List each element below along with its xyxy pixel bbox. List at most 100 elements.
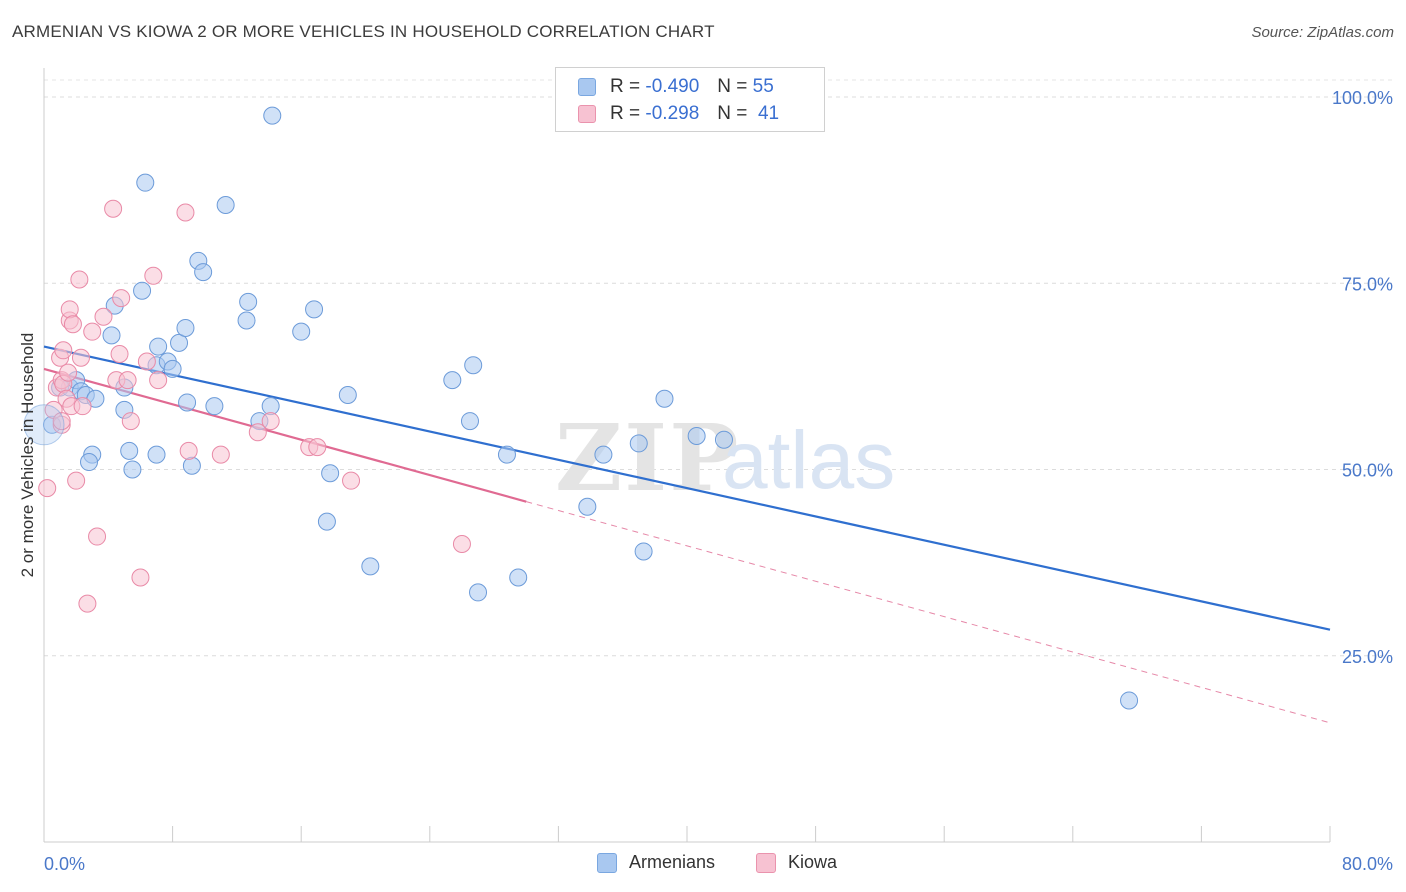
point-kiowa xyxy=(38,479,57,498)
point-armenians xyxy=(176,318,195,337)
point-kiowa xyxy=(60,300,79,319)
point-kiowa xyxy=(121,412,140,431)
correlation-legend: R = -0.490 N = 55 R = -0.298 N = 41 xyxy=(555,67,825,132)
legend-row-kiowa: R = -0.298 N = 41 xyxy=(578,101,779,127)
point-armenians xyxy=(292,322,311,341)
point-armenians xyxy=(578,497,597,516)
point-armenians xyxy=(443,371,462,390)
point-kiowa xyxy=(176,203,195,222)
x-tick-label: 0.0% xyxy=(44,854,85,874)
data-points xyxy=(23,106,1139,710)
y-tick-label: 25.0% xyxy=(1342,647,1393,667)
point-armenians xyxy=(80,453,99,472)
watermark-zip: ZIP xyxy=(555,404,740,512)
series-legend: Armenians Kiowa xyxy=(0,852,1406,878)
point-armenians xyxy=(321,464,340,483)
point-armenians xyxy=(305,300,324,319)
point-armenians xyxy=(361,557,380,576)
legend-r-value: -0.490 xyxy=(645,76,700,97)
legend-r-value: -0.298 xyxy=(645,103,700,124)
series-legend-kiowa[interactable]: Kiowa xyxy=(756,852,837,873)
legend-n-value: 55 xyxy=(752,76,774,97)
legend-r-label: R = xyxy=(610,76,641,97)
point-armenians xyxy=(629,434,648,453)
point-kiowa xyxy=(308,438,327,457)
trend-armenians xyxy=(43,345,1331,631)
grid-lines xyxy=(44,79,1392,657)
point-armenians xyxy=(163,359,182,378)
series-swatch-kiowa xyxy=(756,852,776,873)
series-legend-armenians[interactable]: Armenians xyxy=(597,852,715,873)
point-kiowa xyxy=(104,199,123,218)
legend-r-label: R = xyxy=(610,103,641,124)
point-armenians xyxy=(460,412,479,431)
point-kiowa xyxy=(137,352,156,371)
point-armenians xyxy=(216,196,235,215)
legend-n-label: N = xyxy=(717,103,748,124)
point-kiowa xyxy=(54,341,73,360)
point-kiowa xyxy=(211,445,230,464)
trend-lines xyxy=(43,345,1331,724)
axes xyxy=(43,68,1331,843)
legend-swatch-kiowa xyxy=(578,105,596,123)
y-tick-label: 50.0% xyxy=(1342,461,1393,481)
point-armenians xyxy=(317,512,336,531)
point-kiowa xyxy=(52,412,71,431)
point-kiowa xyxy=(179,441,198,460)
y-tick-label: 75.0% xyxy=(1342,274,1393,294)
point-armenians xyxy=(655,389,674,408)
point-armenians xyxy=(136,173,155,192)
point-kiowa xyxy=(73,397,92,416)
point-armenians xyxy=(239,292,258,311)
point-kiowa xyxy=(149,371,168,390)
point-kiowa xyxy=(131,568,150,587)
point-kiowa xyxy=(71,348,90,367)
point-armenians xyxy=(469,583,488,602)
point-kiowa xyxy=(110,345,129,364)
legend-swatch-armenians xyxy=(578,78,596,96)
point-kiowa xyxy=(83,322,102,341)
point-armenians xyxy=(1120,691,1139,710)
point-armenians xyxy=(120,441,139,460)
point-kiowa xyxy=(248,423,267,442)
point-armenians xyxy=(263,106,282,125)
series-label-kiowa: Kiowa xyxy=(788,852,838,872)
point-armenians xyxy=(464,356,483,375)
point-armenians-large xyxy=(23,404,65,446)
point-kiowa xyxy=(88,527,107,546)
point-armenians xyxy=(123,460,142,479)
point-kiowa xyxy=(261,412,280,431)
point-kiowa xyxy=(452,535,471,553)
point-armenians xyxy=(102,326,121,345)
point-armenians xyxy=(149,337,168,356)
point-armenians xyxy=(133,281,152,300)
point-kiowa xyxy=(63,315,82,334)
point-armenians xyxy=(205,397,224,416)
point-kiowa xyxy=(59,363,78,382)
point-armenians xyxy=(237,311,256,330)
legend-n-value: 41 xyxy=(757,103,780,124)
watermark-atlas: atlas xyxy=(722,415,895,506)
chart-source: Source: ZipAtlas.com xyxy=(1251,24,1394,41)
point-armenians xyxy=(714,430,733,449)
trend-kiowa-dashed xyxy=(526,501,1331,724)
y-axis-label: 2 or more Vehicles in Household xyxy=(18,333,37,578)
point-armenians xyxy=(147,445,166,464)
point-armenians xyxy=(338,386,357,404)
point-kiowa xyxy=(78,594,97,613)
point-kiowa xyxy=(342,471,361,490)
series-label-armenians: Armenians xyxy=(629,852,716,872)
point-kiowa xyxy=(94,307,113,326)
y-tick-label: 100.0% xyxy=(1332,88,1393,108)
point-kiowa xyxy=(112,289,131,308)
point-armenians xyxy=(182,456,201,475)
point-armenians xyxy=(194,263,213,282)
point-armenians xyxy=(509,568,528,587)
series-swatch-armenians xyxy=(597,852,617,873)
point-kiowa xyxy=(67,471,86,490)
point-armenians xyxy=(170,333,189,352)
point-kiowa xyxy=(144,266,163,285)
x-tick-label: 80.0% xyxy=(1342,854,1393,874)
